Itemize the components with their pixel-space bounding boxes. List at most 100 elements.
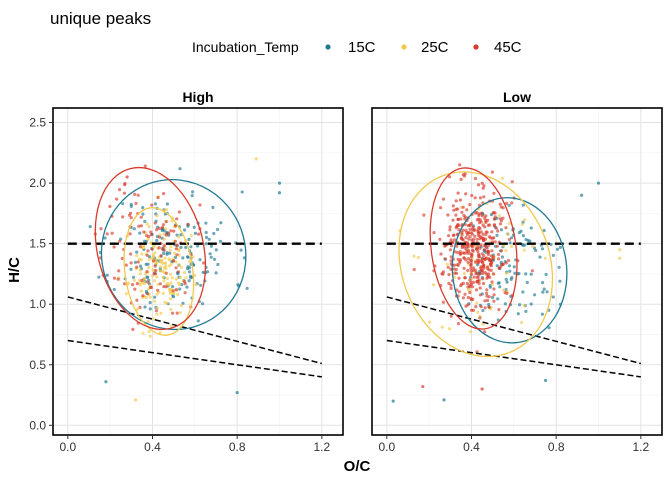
point-15C	[529, 302, 533, 306]
point-25C	[432, 283, 436, 287]
point-45C	[483, 257, 487, 261]
point-25C	[179, 304, 183, 308]
point-15C	[179, 233, 183, 237]
point-25C	[156, 282, 160, 287]
point-45C	[465, 281, 469, 286]
point-25C	[194, 283, 198, 287]
point-25C	[179, 265, 184, 269]
point-15C	[188, 266, 192, 270]
point-45C	[183, 291, 187, 295]
point-25C	[150, 274, 155, 278]
point-15C	[187, 270, 192, 274]
point-15C	[212, 231, 216, 236]
point-25C	[147, 266, 151, 270]
point-25C	[140, 252, 144, 256]
point-45C	[490, 170, 494, 174]
point-15C	[183, 228, 187, 232]
panel-border-high	[52, 107, 344, 436]
legend-key-25C	[401, 44, 407, 50]
point-15C	[529, 272, 533, 276]
point-45C	[468, 284, 472, 288]
point-45C	[449, 286, 453, 290]
point-45C	[461, 205, 465, 209]
point-45C	[464, 236, 468, 240]
point-45C	[446, 213, 450, 217]
point-25C	[126, 281, 130, 285]
point-15C	[153, 202, 157, 206]
point-15C	[103, 236, 107, 240]
point-45C	[175, 217, 179, 221]
point-45C	[139, 224, 143, 228]
point-25C	[504, 248, 508, 252]
point-15C	[579, 193, 584, 197]
point-15C	[549, 242, 553, 247]
point-25C	[138, 272, 142, 276]
point-45C	[421, 384, 425, 389]
point-15C	[212, 257, 217, 261]
point-45C	[172, 259, 176, 263]
point-15C	[505, 280, 509, 284]
point-15C	[132, 227, 136, 231]
y-tick-label: 2.0	[29, 176, 46, 190]
point-45C	[478, 218, 482, 222]
point-25C	[173, 251, 177, 255]
legend-key-45C	[473, 44, 479, 50]
point-45C	[481, 263, 486, 267]
point-15C	[201, 302, 205, 306]
point-15C	[214, 248, 218, 252]
point-45C	[155, 228, 159, 232]
point-45C	[136, 193, 140, 197]
point-45C	[131, 283, 135, 287]
point-25C	[155, 275, 159, 279]
point-15C	[178, 287, 182, 291]
point-45C	[162, 285, 166, 289]
panel-strip-low	[372, 86, 662, 108]
point-15C	[242, 256, 246, 260]
point-45C	[449, 238, 453, 242]
point-45C	[456, 191, 460, 195]
point-15C	[208, 252, 212, 256]
point-45C	[135, 265, 139, 269]
point-15C	[155, 238, 159, 243]
point-25C	[169, 287, 173, 291]
point-45C	[498, 266, 502, 270]
point-45C	[466, 268, 470, 273]
point-25C	[155, 306, 159, 310]
point-45C	[466, 224, 470, 228]
point-25C	[164, 264, 168, 268]
point-45C	[474, 271, 478, 275]
point-15C	[218, 239, 223, 243]
point-45C	[160, 225, 164, 230]
point-15C	[503, 302, 507, 306]
y-tick-label: 0.5	[29, 358, 46, 372]
point-15C	[181, 301, 185, 305]
point-15C	[143, 305, 147, 309]
point-45C	[505, 201, 509, 205]
point-15C	[541, 290, 545, 294]
point-45C	[471, 225, 475, 229]
chart-title: unique peaks	[50, 9, 151, 28]
confidence-ellipse-25C	[123, 207, 195, 336]
point-25C	[520, 222, 524, 226]
point-25C	[137, 278, 141, 282]
point-45C	[156, 195, 160, 200]
point-25C	[138, 268, 142, 272]
point-45C	[471, 248, 475, 252]
point-45C	[501, 262, 505, 267]
point-15C	[504, 288, 508, 292]
point-25C	[507, 221, 511, 225]
point-45C	[145, 253, 149, 257]
point-45C	[175, 253, 179, 257]
point-45C	[481, 186, 485, 190]
point-25C	[523, 218, 527, 222]
point-25C	[153, 244, 157, 248]
point-45C	[133, 287, 137, 291]
point-25C	[165, 281, 170, 285]
point-45C	[456, 322, 461, 326]
point-25C	[169, 244, 173, 249]
point-45C	[481, 223, 485, 227]
point-15C	[129, 204, 133, 208]
point-25C	[165, 207, 169, 212]
point-25C	[161, 275, 165, 279]
